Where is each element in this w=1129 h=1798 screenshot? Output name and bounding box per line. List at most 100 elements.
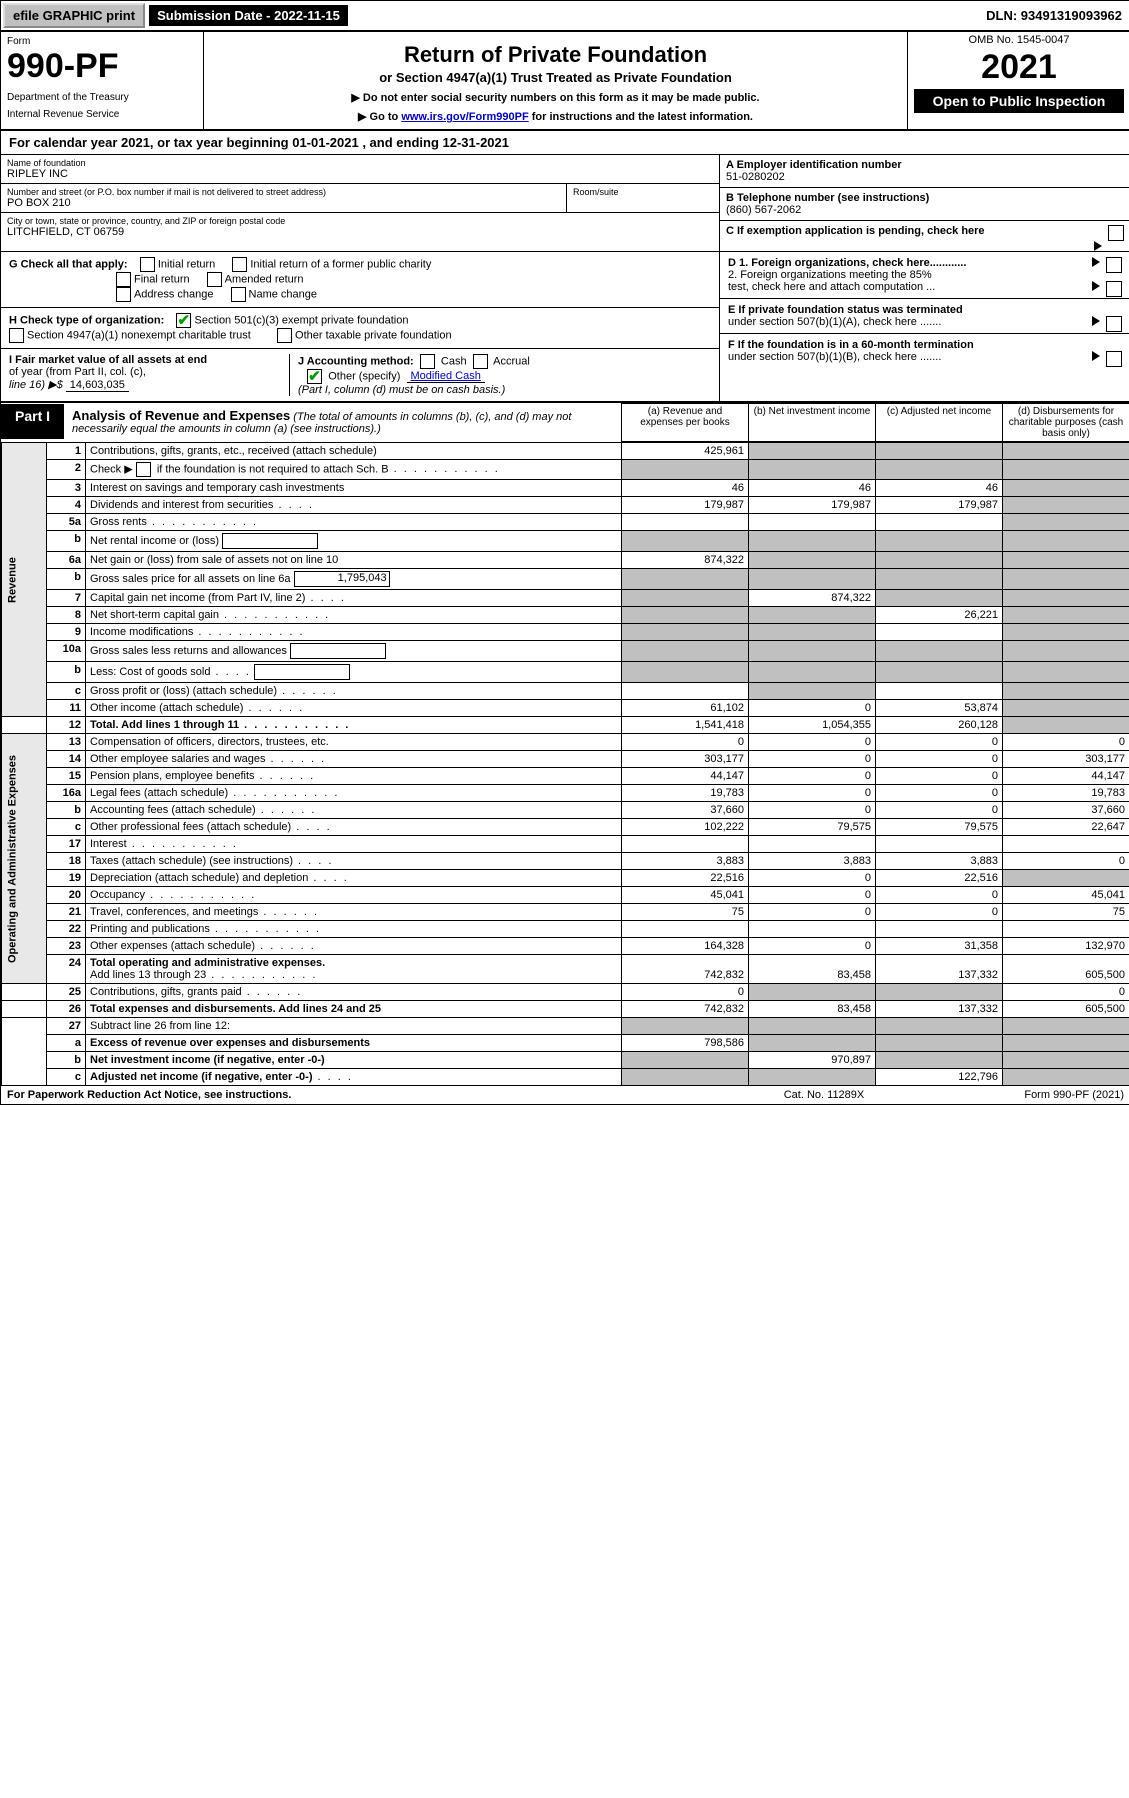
- row-19: 19 Depreciation (attach schedule) and de…: [2, 870, 1129, 887]
- r10b-box[interactable]: [254, 664, 350, 680]
- r16a-num: 16a: [47, 785, 86, 802]
- r27c-text: Adjusted net income (if negative, enter …: [90, 1071, 312, 1083]
- j-accrual-checkbox[interactable]: [473, 354, 488, 369]
- g-amended-checkbox[interactable]: [207, 272, 222, 287]
- exemption-checkbox[interactable]: [1108, 225, 1124, 241]
- j-other-value[interactable]: Modified Cash: [407, 370, 485, 383]
- efile-print-button[interactable]: efile GRAPHIC print: [3, 3, 145, 28]
- d1-checkbox[interactable]: [1106, 257, 1122, 273]
- row-14: 14 Other employee salaries and wages 303…: [2, 751, 1129, 768]
- d2-checkbox[interactable]: [1106, 281, 1122, 297]
- r18-desc: Taxes (attach schedule) (see instruction…: [86, 853, 622, 870]
- r23-a: 164,328: [622, 938, 749, 955]
- r6a-d: [1003, 552, 1129, 569]
- r27a-c: [876, 1035, 1003, 1052]
- irs-link[interactable]: www.irs.gov/Form990PF: [401, 111, 528, 123]
- arrow-icon: [1094, 241, 1102, 251]
- phone-label: B Telephone number (see instructions): [726, 192, 1124, 204]
- r2-pre: Check ▶: [90, 463, 136, 475]
- e-checkbox[interactable]: [1106, 316, 1122, 332]
- g-name-label: Name change: [249, 288, 318, 300]
- r23-num: 23: [47, 938, 86, 955]
- r16b-desc: Accounting fees (attach schedule): [86, 802, 622, 819]
- note-link-post: for instructions and the latest informat…: [529, 111, 753, 123]
- h-other-tax-checkbox[interactable]: [277, 328, 292, 343]
- submission-date: Submission Date - 2022-11-15: [149, 5, 348, 26]
- phone-cell: B Telephone number (see instructions) (8…: [720, 188, 1129, 221]
- exemption-pending-cell: C If exemption application is pending, c…: [720, 221, 1129, 241]
- dept-irs: Internal Revenue Service: [7, 109, 197, 120]
- g-final-checkbox[interactable]: [116, 272, 131, 287]
- r10a-num: 10a: [47, 641, 86, 662]
- r23-c: 31,358: [876, 938, 1003, 955]
- ghij-right: D 1. Foreign organizations, check here..…: [719, 252, 1129, 401]
- r27c-c: 122,796: [876, 1069, 1003, 1086]
- r7-c: [876, 590, 1003, 607]
- h-4947-checkbox[interactable]: [9, 328, 24, 343]
- form-page: efile GRAPHIC print Submission Date - 20…: [0, 0, 1129, 1105]
- r6a-c: [876, 552, 1003, 569]
- r24-num: 24: [47, 955, 86, 984]
- row-24: 24 Total operating and administrative ex…: [2, 955, 1129, 984]
- cat-no: Cat. No. 11289X: [724, 1089, 924, 1101]
- g-initial-checkbox[interactable]: [140, 257, 155, 272]
- r22-a: [622, 921, 749, 938]
- city-label: City or town, state or province, country…: [7, 216, 713, 226]
- r10b-a: [622, 662, 749, 683]
- g-initial-public-label: Initial return of a former public charit…: [250, 258, 431, 270]
- top-bar: efile GRAPHIC print Submission Date - 20…: [1, 1, 1129, 32]
- r7-a: [622, 590, 749, 607]
- r9-num: 9: [47, 624, 86, 641]
- r13-c: 0: [876, 734, 1003, 751]
- row-18: 18 Taxes (attach schedule) (see instruct…: [2, 853, 1129, 870]
- g-name-checkbox[interactable]: [231, 287, 246, 302]
- r12-num: 12: [47, 717, 86, 734]
- g-address-checkbox[interactable]: [116, 287, 131, 302]
- r10a-text: Gross sales less returns and allowances: [90, 645, 287, 657]
- r21-c: 0: [876, 904, 1003, 921]
- r16c-d: 22,647: [1003, 819, 1129, 836]
- r27a-b: [749, 1035, 876, 1052]
- revenue-sidelabel: Revenue: [2, 443, 47, 717]
- r14-desc: Other employee salaries and wages: [86, 751, 622, 768]
- form-title: Return of Private Foundation: [212, 42, 899, 68]
- r16b-d: 37,660: [1003, 802, 1129, 819]
- f-checkbox[interactable]: [1106, 351, 1122, 367]
- j-cash-checkbox[interactable]: [420, 354, 435, 369]
- r18-num: 18: [47, 853, 86, 870]
- r2-checkbox[interactable]: [136, 462, 151, 477]
- r20-d: 45,041: [1003, 887, 1129, 904]
- street-label: Number and street (or P.O. box number if…: [7, 187, 560, 197]
- r27a-num: a: [47, 1035, 86, 1052]
- row-13: Operating and Administrative Expenses 13…: [2, 734, 1129, 751]
- r3-d: [1003, 480, 1129, 497]
- h-501c3-checkbox[interactable]: [176, 313, 191, 328]
- r20-text: Occupancy: [90, 889, 145, 901]
- r16c-text: Other professional fees (attach schedule…: [90, 821, 291, 833]
- r10a-box[interactable]: [290, 643, 386, 659]
- r14-text: Other employee salaries and wages: [90, 753, 265, 765]
- row-6b: b Gross sales price for all assets on li…: [2, 569, 1129, 590]
- r11-num: 11: [47, 700, 86, 717]
- j-other-checkbox[interactable]: [307, 369, 322, 384]
- g-address-label: Address change: [134, 288, 214, 300]
- r17-desc: Interest: [86, 836, 622, 853]
- r6a-desc: Net gain or (loss) from sale of assets n…: [86, 552, 622, 569]
- r10c-num: c: [47, 683, 86, 700]
- r16a-a: 19,783: [622, 785, 749, 802]
- r21-b: 0: [749, 904, 876, 921]
- j-other-label: Other (specify): [328, 370, 400, 382]
- header-right: OMB No. 1545-0047 2021 Open to Public In…: [907, 32, 1129, 129]
- g-initial-public-checkbox[interactable]: [232, 257, 247, 272]
- f1-label: F If the foundation is in a 60-month ter…: [728, 339, 974, 351]
- arrow-icon: [1092, 257, 1100, 267]
- r10c-desc: Gross profit or (loss) (attach schedule): [86, 683, 622, 700]
- part1-desc: Analysis of Revenue and Expenses (The to…: [64, 404, 621, 439]
- row-3: 3 Interest on savings and temporary cash…: [2, 480, 1129, 497]
- r16b-text: Accounting fees (attach schedule): [90, 804, 256, 816]
- ein-label: A Employer identification number: [726, 159, 1124, 171]
- r5a-num: 5a: [47, 514, 86, 531]
- r5b-box[interactable]: [222, 533, 318, 549]
- note-ssn: ▶ Do not enter social security numbers o…: [212, 91, 899, 104]
- r6b-text: Gross sales price for all assets on line…: [90, 573, 291, 585]
